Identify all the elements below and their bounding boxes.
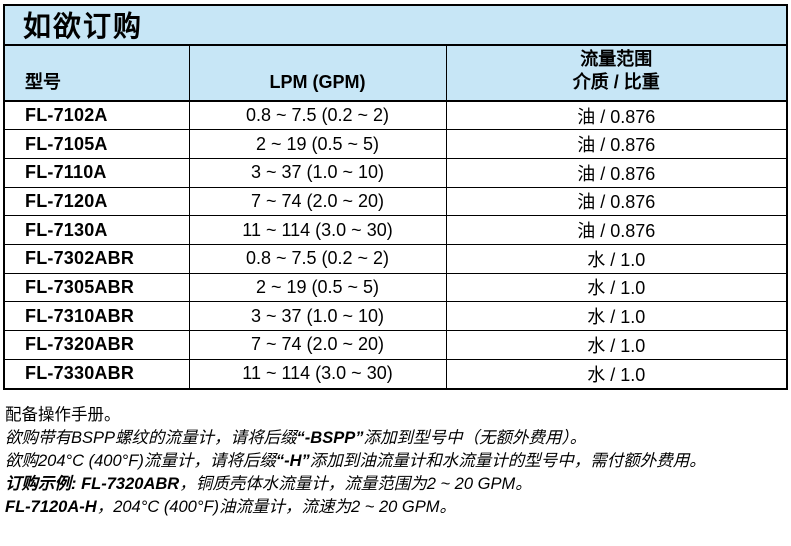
col-header-range: 流量范围 介质 / 比重 xyxy=(445,46,786,102)
medium-cell: 油 / 0.876 xyxy=(445,186,786,216)
note-example-desc-1: ，铜质壳体水流量计，流量范围为2 ~ 20 GPM。 xyxy=(179,475,532,493)
medium-cell: 水 / 1.0 xyxy=(445,243,786,274)
note-bspp-post: 添加到型号中（无额外费用）。 xyxy=(363,429,587,447)
model-cell: FL-7102A xyxy=(5,100,189,130)
page-title: 如欲订购 xyxy=(23,10,144,43)
table-row: FL-7105A 2 ~ 19 (0.5 ~ 5) 油 / 0.876 xyxy=(5,129,786,159)
medium-cell: 水 / 1.0 xyxy=(445,301,786,331)
table-row: FL-7120A 7 ~ 74 (2.0 ~ 20) 油 / 0.876 xyxy=(5,186,786,216)
model-cell: FL-7305ABR xyxy=(5,272,189,302)
table-row: FL-7102A 0.8 ~ 7.5 (0.2 ~ 2) 油 / 0.876 xyxy=(5,100,786,130)
order-info-panel: 如欲订购 型号 LPM (GPM) 流量范围 介质 / 比重 FL-7102A … xyxy=(3,4,788,390)
note-high-temp-pre: 欲购204°C (400°F)流量计，请将后缀 xyxy=(5,452,276,470)
medium-cell: 水 / 1.0 xyxy=(445,330,786,360)
lpm-cell: 0.8 ~ 7.5 (0.2 ~ 2) xyxy=(188,100,446,130)
col-header-range-line2: 介质 / 比重 xyxy=(572,71,660,92)
note-high-temp-suffix: “-H” xyxy=(275,452,310,470)
medium-cell: 水 / 1.0 xyxy=(445,358,786,388)
lpm-cell: 11 ~ 114 (3.0 ~ 30) xyxy=(188,215,446,245)
table-row: FL-7110A 3 ~ 37 (1.0 ~ 10) 油 / 0.876 xyxy=(5,157,786,188)
lpm-cell: 3 ~ 37 (1.0 ~ 10) xyxy=(188,157,446,188)
model-cell: FL-7310ABR xyxy=(5,301,189,331)
lpm-cell: 2 ~ 19 (0.5 ~ 5) xyxy=(188,129,446,159)
note-bspp-pre: 欲购带有BSPP螺纹的流量计，请将后缀 xyxy=(5,429,297,447)
note-high-temp: 欲购204°C (400°F)流量计，请将后缀“-H”添加到油流量计和水流量计的… xyxy=(5,451,787,472)
header-row: 型号 LPM (GPM) 流量范围 介质 / 比重 xyxy=(5,46,786,102)
table-row: FL-7320ABR 7 ~ 74 (2.0 ~ 20) 水 / 1.0 xyxy=(5,330,786,360)
note-example-model-1: FL-7320ABR xyxy=(81,475,180,493)
table-row: FL-7305ABR 2 ~ 19 (0.5 ~ 5) 水 / 1.0 xyxy=(5,272,786,302)
note-example-desc-2: ，204°C (400°F)油流量计，流速为2 ~ 20 GPM。 xyxy=(96,498,457,516)
note-order-example-2: FL-7120A-H，204°C (400°F)油流量计，流速为2 ~ 20 G… xyxy=(5,497,787,518)
panel-title-banner: 如欲订购 xyxy=(5,6,786,46)
lpm-cell: 2 ~ 19 (0.5 ~ 5) xyxy=(188,272,446,302)
table-header: 型号 LPM (GPM) 流量范围 介质 / 比重 xyxy=(5,46,786,102)
col-header-range-line1: 流量范围 xyxy=(580,49,653,69)
medium-cell: 油 / 0.876 xyxy=(445,100,786,130)
table-row: FL-7302ABR 0.8 ~ 7.5 (0.2 ~ 2) 水 / 1.0 xyxy=(5,243,786,274)
col-header-lpm: LPM (GPM) xyxy=(188,46,446,102)
note-order-example-1: 订购示例: FL-7320ABR，铜质壳体水流量计，流量范围为2 ~ 20 GP… xyxy=(5,474,787,495)
col-header-model: 型号 xyxy=(5,46,189,102)
lpm-cell: 11 ~ 114 (3.0 ~ 30) xyxy=(188,358,446,388)
medium-cell: 水 / 1.0 xyxy=(445,272,786,302)
table-row: FL-7310ABR 3 ~ 37 (1.0 ~ 10) 水 / 1.0 xyxy=(5,301,786,331)
table-body: FL-7102A 0.8 ~ 7.5 (0.2 ~ 2) 油 / 0.876 F… xyxy=(5,100,786,388)
note-example-label: 订购示例: xyxy=(5,475,82,493)
model-cell: FL-7302ABR xyxy=(5,243,189,274)
table-row: FL-7330ABR 11 ~ 114 (3.0 ~ 30) 水 / 1.0 xyxy=(5,358,786,388)
medium-cell: 油 / 0.876 xyxy=(445,215,786,245)
note-bspp: 欲购带有BSPP螺纹的流量计，请将后缀“-BSPP”添加到型号中（无额外费用）。 xyxy=(5,428,787,449)
model-cell: FL-7120A xyxy=(5,186,189,216)
lpm-cell: 7 ~ 74 (2.0 ~ 20) xyxy=(188,330,446,360)
lpm-cell: 0.8 ~ 7.5 (0.2 ~ 2) xyxy=(188,243,446,274)
medium-cell: 油 / 0.876 xyxy=(445,129,786,159)
table-row: FL-7130A 11 ~ 114 (3.0 ~ 30) 油 / 0.876 xyxy=(5,215,786,245)
lpm-cell: 7 ~ 74 (2.0 ~ 20) xyxy=(188,186,446,216)
note-manual-text: 配备操作手册。 xyxy=(5,406,121,424)
model-cell: FL-7330ABR xyxy=(5,358,189,388)
note-high-temp-post: 添加到油流量计和水流量计的型号中，需付额外费用。 xyxy=(309,452,706,470)
lpm-cell: 3 ~ 37 (1.0 ~ 10) xyxy=(188,301,446,331)
model-cell: FL-7110A xyxy=(5,157,189,188)
footnotes: 配备操作手册。 欲购带有BSPP螺纹的流量计，请将后缀“-BSPP”添加到型号中… xyxy=(5,405,787,520)
medium-cell: 油 / 0.876 xyxy=(445,157,786,188)
note-example-model-2: FL-7120A-H xyxy=(5,498,97,516)
note-manual: 配备操作手册。 xyxy=(5,405,787,426)
model-cell: FL-7130A xyxy=(5,215,189,245)
model-cell: FL-7105A xyxy=(5,129,189,159)
model-cell: FL-7320ABR xyxy=(5,330,189,360)
order-table: 型号 LPM (GPM) 流量范围 介质 / 比重 FL-7102A 0.8 ~… xyxy=(5,46,786,388)
note-bspp-suffix: “-BSPP” xyxy=(296,429,364,447)
